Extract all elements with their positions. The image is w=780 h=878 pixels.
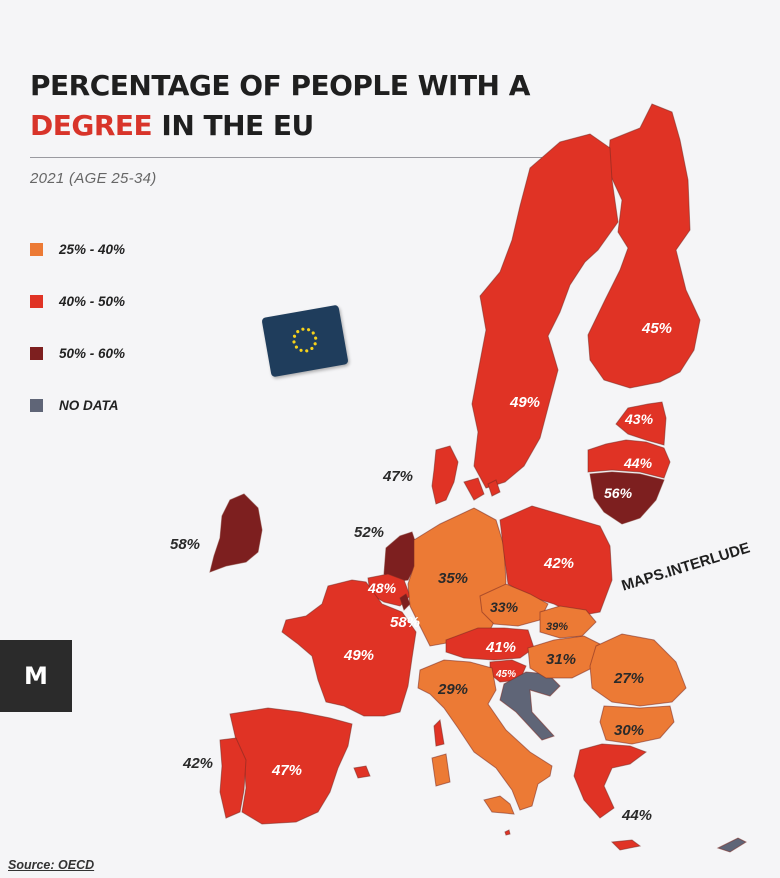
country-denmark: [431, 445, 501, 505]
eu-stars: [292, 327, 318, 353]
legend-swatch: [30, 295, 43, 308]
label-denmark: 47%: [382, 468, 413, 485]
label-luxembourg: 58%: [390, 614, 420, 631]
country-slovakia: [539, 605, 597, 639]
country-austria: [445, 627, 535, 661]
title-line2: IN THE EU: [152, 109, 314, 142]
country-sweden: [471, 133, 619, 489]
title-divider: [30, 157, 542, 158]
country-estonia: [615, 401, 667, 446]
title-highlight: DEGREE: [30, 109, 153, 142]
label-italy: 29%: [437, 681, 468, 698]
label-netherlands: 52%: [354, 524, 384, 541]
legend-swatch: [30, 347, 43, 360]
country-malta: [504, 829, 511, 836]
label-greece: 44%: [621, 807, 652, 824]
label-belgium: 48%: [367, 580, 397, 596]
label-poland: 42%: [543, 555, 574, 572]
label-portugal: 42%: [182, 755, 213, 772]
legend-label: NO DATA: [59, 398, 119, 413]
country-ireland: [209, 493, 263, 573]
country-croatia: [499, 671, 561, 741]
label-sweden: 49%: [509, 394, 540, 411]
legend-item-25-40: 25% - 40%: [30, 242, 125, 257]
country-lithuania: [589, 471, 665, 525]
label-latvia: 44%: [623, 455, 653, 471]
country-portugal: [219, 737, 247, 819]
legend-swatch: [30, 399, 43, 412]
value-labels: 45% 49% 43% 44% 56% 47% 58% 52% 48% 58% …: [170, 320, 672, 824]
legend-label: 25% - 40%: [59, 242, 126, 257]
page-title: PERCENTAGE OF PEOPLE WITH A DEGREE IN THE…: [30, 66, 530, 146]
label-czechia: 33%: [490, 599, 519, 615]
title-line1: PERCENTAGE OF PEOPLE WITH A: [30, 69, 530, 102]
eu-flag-icon: [261, 304, 349, 378]
source-note: Source: OECD: [8, 858, 95, 872]
label-romania: 27%: [613, 670, 644, 687]
country-bulgaria: [599, 705, 675, 745]
legend-item-40-50: 40% - 50%: [30, 294, 125, 309]
country-italy: [417, 659, 553, 815]
label-finland: 45%: [641, 320, 672, 337]
label-spain: 47%: [271, 762, 302, 779]
label-bulgaria: 30%: [614, 722, 644, 739]
country-finland: [587, 103, 701, 389]
label-france: 49%: [343, 647, 374, 664]
label-hungary: 31%: [546, 651, 576, 668]
legend-label: 50% - 60%: [59, 346, 126, 361]
country-poland: [499, 505, 613, 617]
label-slovakia: 39%: [546, 621, 568, 633]
subtitle: 2021 (AGE 25-34): [30, 170, 157, 187]
brand-logo: M: [0, 640, 72, 712]
label-slovenia: 45%: [495, 669, 516, 680]
country-cyprus: [716, 837, 748, 853]
country-romania: [589, 633, 687, 707]
label-ireland: 58%: [170, 536, 200, 553]
legend-item-50-60: 50% - 60%: [30, 346, 125, 361]
legend-swatch: [30, 243, 43, 256]
legend-label: 40% - 50%: [59, 294, 126, 309]
label-austria: 41%: [485, 639, 516, 656]
country-greece: [573, 743, 648, 851]
label-germany: 35%: [438, 570, 468, 587]
label-lithuania: 56%: [604, 485, 633, 501]
country-latvia: [587, 439, 671, 479]
label-estonia: 43%: [624, 411, 654, 427]
legend-item-no-data: NO DATA: [30, 398, 119, 413]
country-france: [281, 579, 445, 747]
